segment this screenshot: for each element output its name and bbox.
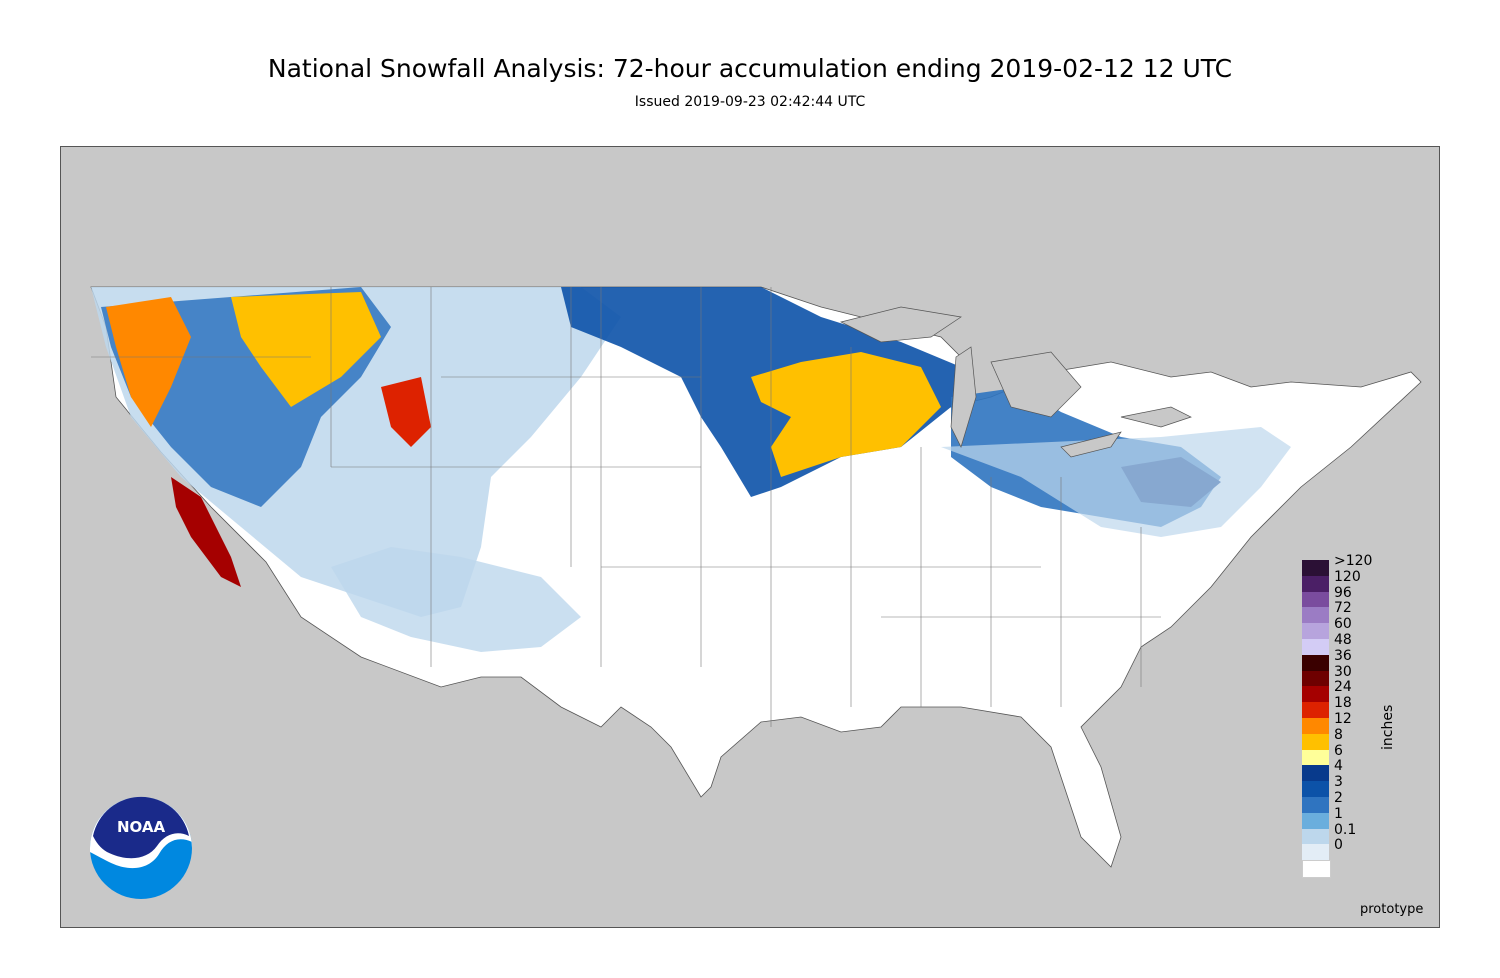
legend-label: 96 bbox=[1334, 584, 1352, 601]
snow-heavy-cascades bbox=[106, 297, 191, 427]
legend-swatch bbox=[1302, 670, 1329, 687]
legend-label: 72 bbox=[1334, 600, 1352, 617]
legend-swatch bbox=[1302, 749, 1329, 766]
great-lakes bbox=[839, 306, 1192, 458]
legend-label: 18 bbox=[1334, 695, 1352, 712]
map-title: National Snowfall Analysis: 72-hour accu… bbox=[267, 54, 1233, 83]
legend-label: 30 bbox=[1334, 663, 1352, 680]
snowfall-map bbox=[60, 146, 1440, 928]
state-borders bbox=[91, 287, 1161, 727]
legend-label: 2 bbox=[1334, 790, 1343, 806]
legend-swatch bbox=[1302, 686, 1329, 703]
legend-swatch bbox=[1302, 718, 1329, 734]
legend-label: 120 bbox=[1334, 568, 1361, 585]
legend-label: 0.1 bbox=[1334, 821, 1357, 838]
legend-swatch bbox=[1302, 639, 1329, 655]
legend-label: 0 bbox=[1334, 837, 1343, 854]
legend-label: >120 bbox=[1334, 553, 1373, 569]
legend-swatch bbox=[1302, 844, 1329, 861]
snow-light-east bbox=[941, 427, 1291, 537]
legend-label: 12 bbox=[1334, 711, 1352, 727]
legend-swatch bbox=[1302, 654, 1329, 671]
map-subtitle: Issued 2019-09-23 02:42:44 UTC bbox=[634, 94, 866, 110]
legend-swatch bbox=[1302, 733, 1329, 750]
legend-label: 60 bbox=[1334, 616, 1352, 633]
legend-swatch bbox=[1302, 812, 1329, 829]
legend-label: 3 bbox=[1334, 774, 1343, 791]
legend-swatch bbox=[1302, 607, 1329, 624]
legend-swatch bbox=[1302, 781, 1329, 798]
legend-swatch bbox=[1302, 702, 1329, 719]
legend-label: 1 bbox=[1334, 805, 1343, 822]
legend-swatch bbox=[1302, 560, 1329, 576]
snow-heavy-sierra bbox=[171, 477, 241, 587]
legend-label: 36 bbox=[1334, 647, 1352, 664]
legend-swatch bbox=[1302, 797, 1329, 813]
legend-swatch bbox=[1302, 765, 1329, 782]
prototype-watermark: prototype bbox=[1360, 902, 1424, 917]
snow-heavy-upper-midwest bbox=[751, 352, 941, 477]
legend-swatch bbox=[1302, 623, 1329, 640]
legend-swatch bbox=[1302, 575, 1329, 592]
noaa-logo-text: NOAA bbox=[117, 818, 166, 836]
legend-swatch bbox=[1302, 828, 1329, 845]
legend-swatch bbox=[1302, 591, 1329, 608]
legend-swatch bbox=[1302, 860, 1331, 879]
legend-label: 48 bbox=[1334, 632, 1352, 648]
legend-label: 24 bbox=[1334, 679, 1352, 696]
snow-heavy-wasatch bbox=[381, 377, 431, 447]
legend-label: 6 bbox=[1334, 742, 1343, 759]
legend-label: 4 bbox=[1334, 758, 1343, 775]
map-canvas bbox=[61, 147, 1439, 927]
noaa-logo-icon: NOAA bbox=[89, 796, 193, 904]
legend-unit-label: inches bbox=[1380, 704, 1396, 750]
snow-heavy-idaho bbox=[231, 292, 381, 407]
legend-label: 8 bbox=[1334, 726, 1343, 743]
snow-light-southwest bbox=[331, 547, 581, 652]
